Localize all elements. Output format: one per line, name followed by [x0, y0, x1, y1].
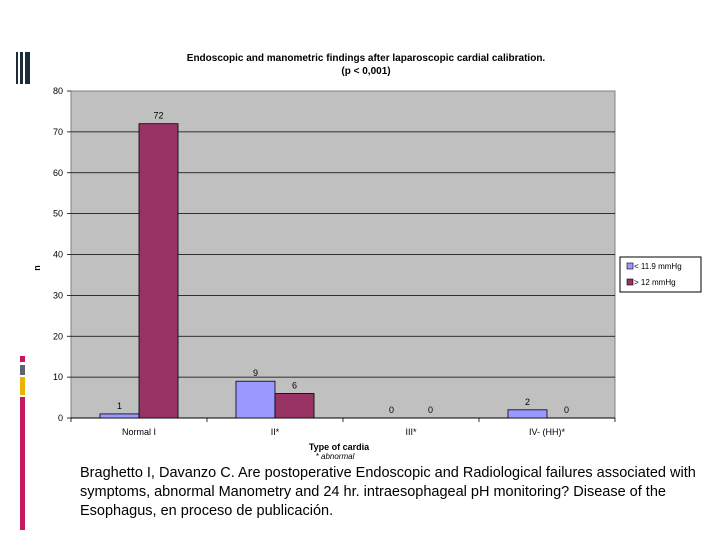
y-tick-label: 40	[53, 250, 63, 260]
y-tick-label: 10	[53, 372, 63, 382]
x-tick-label: Normal I	[122, 427, 156, 437]
x-tick-label: II*	[271, 427, 280, 437]
y-tick-label: 30	[53, 290, 63, 300]
x-tick-label: III*	[405, 427, 417, 437]
data-label: 72	[154, 111, 164, 121]
bar-2-2	[274, 393, 315, 419]
slide-side-accent-bar	[20, 356, 25, 530]
y-tick-label: 80	[53, 86, 63, 96]
y-tick-label: 50	[53, 209, 63, 219]
bars: 1 72 9 6 0 0 2 0	[99, 111, 569, 419]
x-axis-note: * abnormal	[316, 452, 355, 461]
bar-1-4	[507, 409, 548, 419]
legend-label-series-2: > 12 mmHg	[634, 278, 676, 287]
bar-2-1	[138, 123, 179, 419]
chart-title-line-2: (p < 0,001)	[341, 66, 390, 77]
data-label: 0	[389, 405, 394, 415]
y-tick-label: 60	[53, 168, 63, 178]
y-tick-label: 20	[53, 331, 63, 341]
data-label: 0	[428, 405, 433, 415]
y-axis-ticks: 0 10 20 30 40 50 60 70 80	[53, 86, 71, 423]
y-tick-label: 0	[58, 413, 63, 423]
data-label: 1	[117, 401, 122, 411]
bar-1-1	[99, 413, 140, 419]
y-tick-label: 70	[53, 127, 63, 137]
slide-corner-decoration	[16, 52, 30, 84]
chart-title-line-1: Endoscopic and manometric findings after…	[187, 53, 546, 64]
data-label: 2	[525, 397, 530, 407]
citation-caption: Braghetto I, Davanzo C. Are postoperativ…	[80, 465, 696, 519]
x-axis-ticks: Normal I II* III* IV- (HH)*	[70, 418, 616, 437]
bar-1-2	[235, 380, 276, 419]
data-label: 0	[564, 405, 569, 415]
legend-swatch-series-2	[626, 278, 634, 286]
data-label: 6	[292, 380, 297, 390]
x-tick-label: IV- (HH)*	[529, 427, 565, 437]
x-axis-label: Type of cardia	[309, 442, 370, 452]
legend: < 11.9 mmHg > 12 mmHg	[619, 256, 702, 293]
data-label: 9	[253, 368, 258, 378]
y-axis-label: n	[32, 265, 42, 271]
legend-label-series-1: < 11.9 mmHg	[634, 262, 682, 271]
legend-swatch-series-1	[626, 262, 634, 270]
legend-box	[619, 256, 702, 293]
